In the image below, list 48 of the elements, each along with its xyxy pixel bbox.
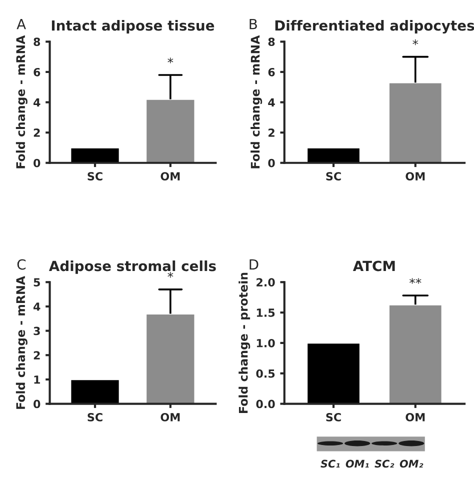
text: C <box>17 259 26 270</box>
annotation: * <box>168 272 174 278</box>
y-tick-label: 4 <box>268 98 275 106</box>
y-tick-label: 4 <box>34 302 40 311</box>
x-tick-label: OM <box>160 172 180 180</box>
x-tick-label: SC <box>88 413 102 422</box>
text: SC₁ <box>320 460 340 468</box>
annotation: ** <box>410 278 422 284</box>
y-tick-label: 0 <box>34 158 40 168</box>
y-tick-label: 1 <box>34 376 40 384</box>
text: OM₁ <box>346 460 369 468</box>
y-axis-title: Fold change - mRNA <box>16 276 28 409</box>
y-axis-title: Fold change - mRNA <box>16 35 28 168</box>
y-tick-label: 0.0 <box>256 400 275 408</box>
x-tick-label: OM <box>406 172 425 180</box>
y-axis-title: Fold change - protein <box>238 272 250 413</box>
text: B <box>250 18 257 30</box>
chart-title: Intact adipose tissue <box>52 20 214 34</box>
chart-title: ATCM <box>352 260 395 272</box>
y-tick-label: 2 <box>34 128 40 137</box>
y-tick-label: 8 <box>268 38 275 46</box>
annotation: * <box>168 58 174 64</box>
y-tick-label: 3 <box>34 326 40 336</box>
y-tick-label: 5 <box>34 278 40 287</box>
text: A <box>16 18 26 30</box>
x-tick-label: SC <box>326 172 341 180</box>
y-tick-label: 4 <box>34 98 40 106</box>
text: OM₂ <box>400 460 424 468</box>
chart-title: Differentiated adipocytes <box>275 20 474 34</box>
y-tick-label: 0 <box>34 400 40 408</box>
x-tick-label: OM <box>406 413 425 422</box>
x-tick-label: SC <box>326 413 341 422</box>
y-tick-label: 8 <box>34 38 40 46</box>
y-tick-label: 6 <box>268 68 275 76</box>
text: D <box>250 259 258 270</box>
y-tick-label: 0 <box>268 158 275 168</box>
annotation: * <box>412 39 418 46</box>
y-tick-label: 1.5 <box>256 308 275 317</box>
y-tick-label: 1.0 <box>256 338 275 348</box>
y-axis-title: Fold change - mRNA <box>250 35 262 168</box>
x-tick-label: SC <box>88 172 102 180</box>
y-tick-label: 2.0 <box>256 278 275 287</box>
y-tick-label: 0.5 <box>256 369 275 378</box>
text: SC₂ <box>374 460 394 468</box>
y-tick-label: 2 <box>268 128 274 137</box>
x-tick-label: OM <box>160 413 180 422</box>
y-tick-label: 2 <box>34 351 40 360</box>
y-tick-label: 6 <box>34 68 40 76</box>
